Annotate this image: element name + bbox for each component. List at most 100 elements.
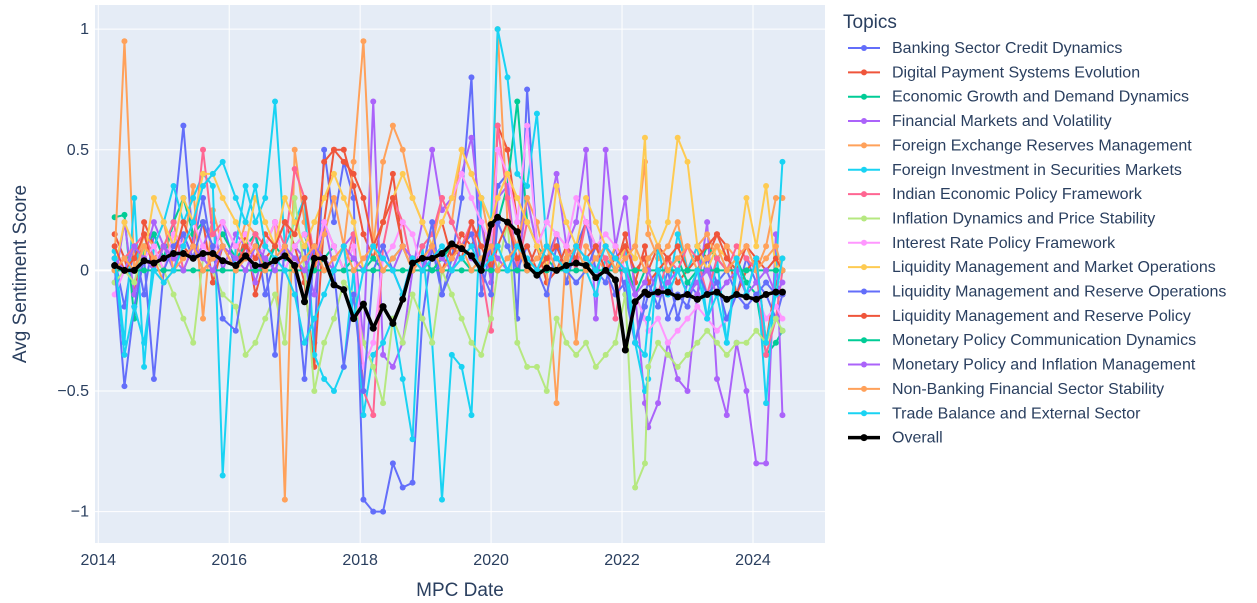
legend-item[interactable]: Liquidity Management and Market Operatio…: [848, 259, 1216, 276]
data-point: [524, 86, 531, 93]
legend-item[interactable]: Banking Sector Credit Dynamics: [848, 40, 1122, 57]
data-point: [674, 255, 681, 262]
data-point: [271, 257, 279, 265]
data-point: [360, 231, 367, 238]
data-point: [131, 279, 138, 286]
data-point: [150, 259, 158, 267]
legend-item[interactable]: Inflation Dynamics and Price Stability: [848, 210, 1155, 227]
series-line: [113, 245, 784, 296]
data-point: [563, 339, 570, 346]
data-point: [713, 375, 720, 382]
data-point: [553, 170, 560, 177]
data-point: [370, 243, 377, 250]
legend-item[interactable]: Digital Payment Systems Evolution: [848, 64, 1140, 81]
data-point: [713, 339, 720, 346]
x-axis-title: MPC Date: [416, 580, 504, 601]
data-point: [779, 158, 786, 165]
data-point: [321, 339, 328, 346]
data-point: [219, 267, 226, 274]
legend-item[interactable]: Foreign Exchange Reserves Management: [848, 137, 1192, 154]
data-point: [504, 74, 511, 81]
data-point: [150, 375, 157, 382]
data-point: [150, 231, 157, 238]
data-point: [468, 267, 475, 274]
data-point: [330, 315, 337, 322]
data-point: [458, 195, 465, 202]
data-point: [713, 231, 720, 238]
legend-item[interactable]: Interest Rate Policy Framework: [848, 235, 1116, 252]
data-point: [170, 243, 177, 250]
data-point: [301, 255, 308, 262]
data-point: [543, 255, 550, 262]
legend-label: Overall: [892, 430, 943, 447]
data-point: [321, 195, 328, 202]
data-point: [170, 255, 177, 262]
data-point: [389, 267, 396, 274]
data-point: [753, 255, 760, 262]
legend-item[interactable]: Liquidity Management and Reserve Policy: [848, 308, 1191, 325]
data-point: [121, 255, 128, 262]
data-point: [232, 243, 239, 250]
data-point: [753, 460, 760, 467]
data-point: [713, 327, 720, 334]
data-point: [121, 219, 128, 226]
data-point: [645, 219, 652, 226]
series-line: [113, 215, 783, 352]
data-point: [743, 243, 750, 250]
data-point: [583, 219, 590, 226]
legend-item[interactable]: Economic Growth and Demand Dynamics: [848, 89, 1189, 106]
data-point: [514, 339, 521, 346]
data-point: [553, 400, 560, 407]
data-point: [543, 388, 550, 395]
data-point: [428, 254, 436, 262]
legend-item[interactable]: Monetary Policy Communication Dynamics: [848, 332, 1196, 349]
data-point: [753, 243, 760, 250]
data-point: [209, 243, 216, 250]
data-point: [494, 146, 501, 153]
data-point: [772, 255, 779, 262]
data-point: [330, 243, 337, 250]
data-point: [209, 267, 216, 274]
data-point: [370, 267, 377, 274]
data-point: [524, 219, 531, 226]
data-point: [180, 255, 187, 262]
legend-item[interactable]: Overall: [848, 430, 943, 447]
data-point: [360, 267, 367, 274]
legend-item[interactable]: Liquidity Management and Reserve Operati…: [848, 284, 1226, 301]
y-tick-label: −0.5: [57, 383, 89, 400]
data-point: [694, 291, 701, 298]
legend-item[interactable]: Indian Economic Policy Framework: [848, 186, 1143, 203]
data-point: [409, 436, 416, 443]
data-point: [573, 351, 580, 358]
data-point: [612, 315, 619, 322]
data-point: [242, 219, 249, 226]
data-point: [543, 291, 550, 298]
data-point: [370, 351, 377, 358]
data-point: [514, 195, 521, 202]
legend-item[interactable]: Trade Balance and External Sector: [848, 405, 1141, 422]
data-point: [779, 327, 786, 334]
data-point: [704, 219, 711, 226]
data-point: [664, 279, 671, 286]
data-point: [494, 26, 501, 33]
data-point: [478, 195, 485, 202]
data-point: [674, 363, 681, 370]
data-point: [111, 262, 119, 270]
data-point: [340, 363, 347, 370]
legend-item[interactable]: Non-Banking Financial Sector Stability: [848, 381, 1164, 398]
data-point: [301, 231, 308, 238]
data-point: [380, 255, 387, 262]
data-point: [684, 279, 691, 286]
data-point: [180, 315, 187, 322]
data-point: [291, 243, 298, 250]
legend-item[interactable]: Monetary Policy and Inflation Management: [848, 357, 1196, 374]
legend-marker: [861, 385, 867, 392]
data-point: [438, 267, 445, 274]
legend-item[interactable]: Foreign Investment in Securities Markets: [848, 162, 1182, 179]
legend-item[interactable]: Financial Markets and Volatility: [848, 113, 1112, 130]
data-point: [488, 291, 495, 298]
data-point: [458, 315, 465, 322]
data-point: [350, 219, 357, 226]
data-point: [291, 166, 298, 173]
data-point: [622, 243, 629, 250]
